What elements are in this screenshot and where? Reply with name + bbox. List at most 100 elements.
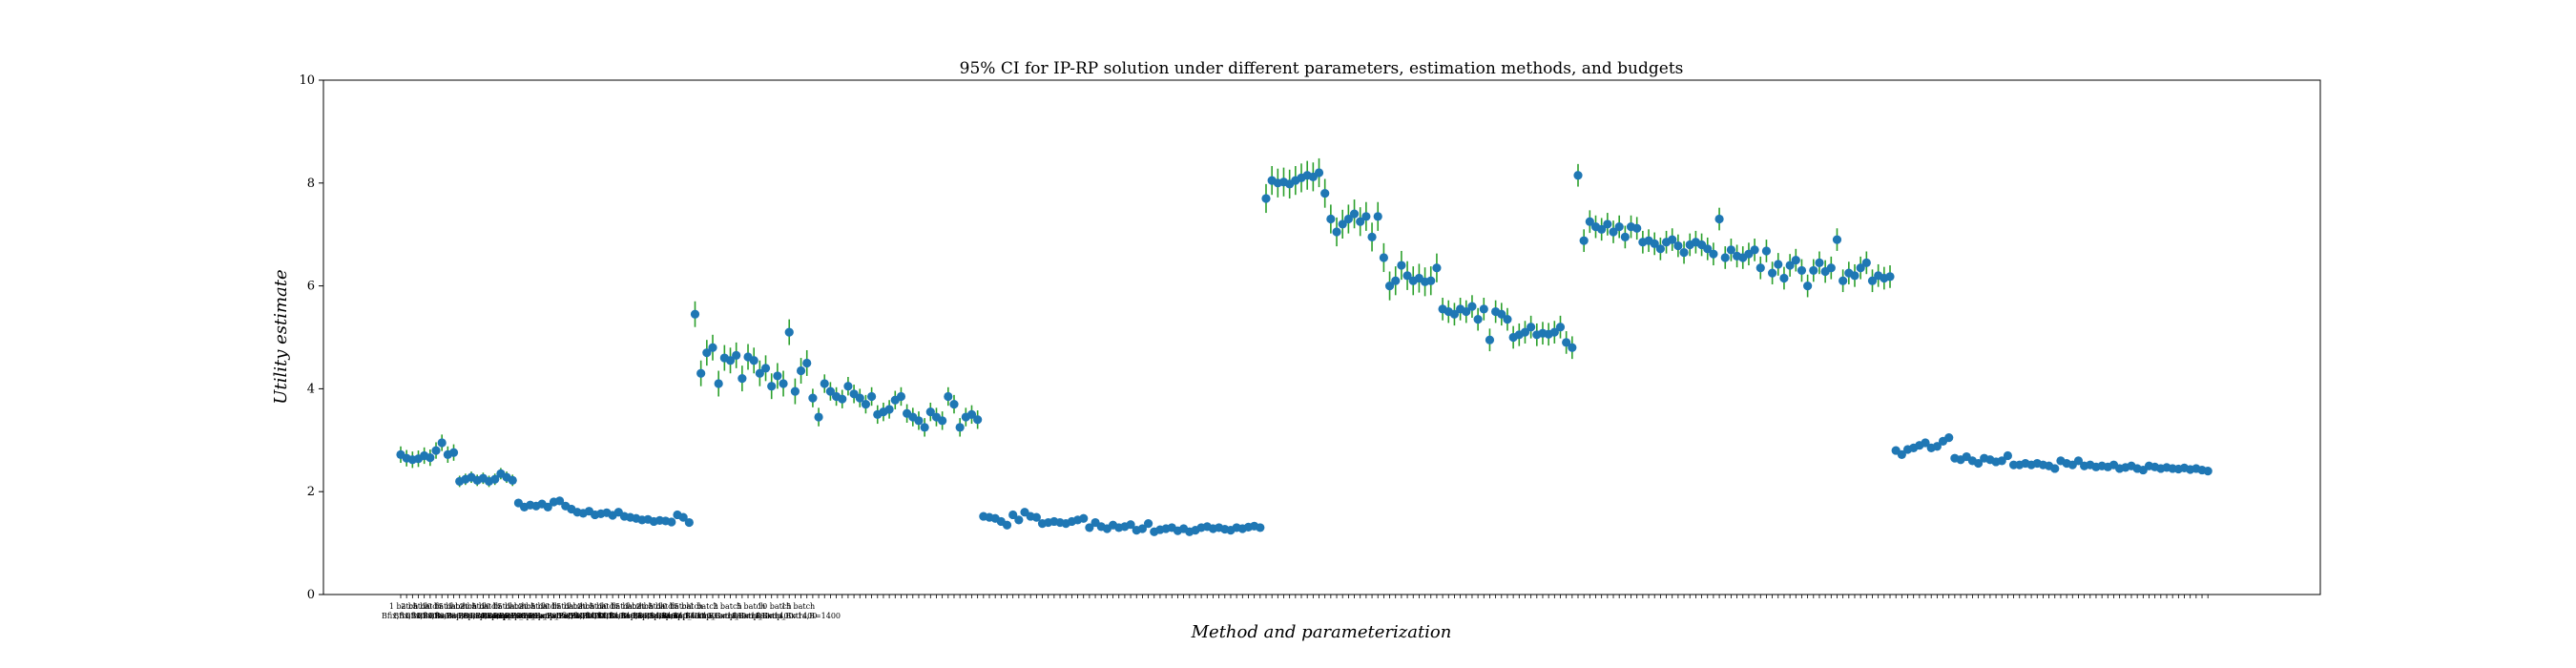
estimate-point xyxy=(426,453,435,463)
series-group xyxy=(1261,157,1442,301)
estimate-point xyxy=(1085,523,1094,532)
estimate-point xyxy=(1479,304,1488,314)
estimate-point xyxy=(843,382,853,391)
estimate-point xyxy=(1126,520,1135,530)
series-group xyxy=(1438,295,1577,360)
estimate-point xyxy=(1603,219,1612,229)
estimate-point xyxy=(1867,276,1878,285)
estimate-point xyxy=(1632,223,1642,233)
x-group-label-method: Bfix,B=700 xyxy=(417,612,461,620)
estimate-point xyxy=(755,368,764,378)
estimate-point xyxy=(1349,209,1360,219)
x-group-label-method: Bsamp_Extra,B=700 xyxy=(529,612,609,620)
x-group-label-method: Bsamp_Extra,B=700 xyxy=(516,612,596,620)
estimate-point xyxy=(820,379,829,388)
y-tick-label: 10 xyxy=(299,73,315,88)
estimate-point xyxy=(855,393,864,403)
estimate-point xyxy=(2050,464,2060,473)
x-group-label-batch: 2 batch xyxy=(713,602,741,611)
estimate-point xyxy=(1839,276,1848,285)
estimate-point xyxy=(508,475,517,485)
estimate-point xyxy=(1326,214,1336,224)
estimate-point xyxy=(1720,253,1730,262)
estimate-point xyxy=(1261,194,1271,203)
estimate-point xyxy=(2073,456,2084,466)
y-tick-label: 4 xyxy=(307,382,315,396)
x-group-label-method: Bsamp_Extra,B=1400 xyxy=(732,612,817,620)
estimate-point xyxy=(1856,263,1865,273)
estimate-point xyxy=(773,371,782,381)
series-group xyxy=(513,496,576,514)
estimate-point xyxy=(1497,309,1506,319)
estimate-point xyxy=(925,407,935,417)
estimate-point xyxy=(1826,263,1836,273)
estimate-point xyxy=(1426,276,1436,285)
estimate-point xyxy=(1143,519,1153,529)
estimate-point xyxy=(684,517,694,528)
estimate-point xyxy=(1137,524,1148,533)
x-group-label-method: Bfix,B=1400 xyxy=(556,612,605,620)
plot-area-frame xyxy=(322,79,2321,595)
estimate-point xyxy=(1503,315,1512,324)
estimate-point xyxy=(784,327,794,337)
estimate-point xyxy=(1791,256,1800,265)
estimate-point xyxy=(1761,246,1772,256)
x-group-label-method: Bfix,B=1400 xyxy=(592,612,640,620)
estimate-point xyxy=(1726,245,1736,255)
x-group-label-method: Bsamp,B=1400 xyxy=(633,612,693,620)
estimate-point xyxy=(914,416,924,426)
y-axis-label: Utility estimate xyxy=(271,269,291,404)
x-group-label-method: Bsamp,B=700 xyxy=(435,612,490,620)
estimate-point xyxy=(1338,219,1347,229)
x-group-label-method: Bsamp,B=1400 xyxy=(644,612,704,620)
estimate-point xyxy=(1609,227,1618,237)
estimate-point xyxy=(1014,515,1024,525)
estimate-point xyxy=(2003,450,2013,461)
estimate-point xyxy=(814,412,823,422)
x-group-label-method: Bsamp,B=1400 xyxy=(656,612,717,620)
x-group-label-batch: 2 batch xyxy=(401,602,429,611)
estimate-point xyxy=(1449,309,1460,319)
x-group-label-batch: 2 batch xyxy=(636,602,665,611)
x-group-label-method: Bfix,B=1400 xyxy=(568,612,616,620)
estimate-point xyxy=(749,356,758,365)
estimate-point xyxy=(1755,263,1765,273)
estimate-point xyxy=(708,343,717,352)
estimate-point xyxy=(1391,276,1401,285)
estimate-point xyxy=(1650,239,1659,249)
x-group-label-method: Bsamp_Extra,B=700 xyxy=(505,612,585,620)
estimate-point xyxy=(1402,271,1412,281)
estimate-point xyxy=(966,409,977,419)
estimate-point xyxy=(1803,282,1813,291)
estimate-point xyxy=(543,502,552,511)
estimate-point xyxy=(808,393,818,403)
estimate-point xyxy=(1973,458,1984,469)
series-group xyxy=(808,374,983,437)
data-marks xyxy=(396,157,2212,536)
x-group-label-batch: 1 batch xyxy=(389,602,418,611)
estimate-point xyxy=(1343,214,1353,224)
x-group-label-method: Bfix,B=700 xyxy=(428,612,472,620)
estimate-point xyxy=(884,405,894,414)
estimate-point xyxy=(867,391,877,402)
estimate-point xyxy=(1467,302,1477,311)
x-group-label-method: Bfix,B=700 xyxy=(382,612,426,620)
estimate-point xyxy=(1332,227,1341,237)
x-group-label-method: Bsamp,B=1400 xyxy=(621,612,681,620)
x-group-label-batch: 1 batch xyxy=(448,602,477,611)
x-group-label-method: Bfix,B=700 xyxy=(405,612,449,620)
estimate-point xyxy=(2203,467,2212,476)
estimate-point xyxy=(714,379,723,388)
x-group-label-method: Bsamp,B=700 xyxy=(470,612,526,620)
estimate-point xyxy=(796,365,806,376)
y-tick-label: 8 xyxy=(307,177,315,191)
x-group-label-batch: 5 batch xyxy=(413,602,442,611)
x-group-label-batch: 1 batch xyxy=(566,602,594,611)
chart-title: 95% CI for IP-RP solution under differen… xyxy=(960,59,1684,78)
estimate-point xyxy=(861,399,871,409)
estimate-point xyxy=(667,517,676,527)
estimate-point xyxy=(1367,232,1377,241)
estimate-point xyxy=(1809,265,1818,276)
